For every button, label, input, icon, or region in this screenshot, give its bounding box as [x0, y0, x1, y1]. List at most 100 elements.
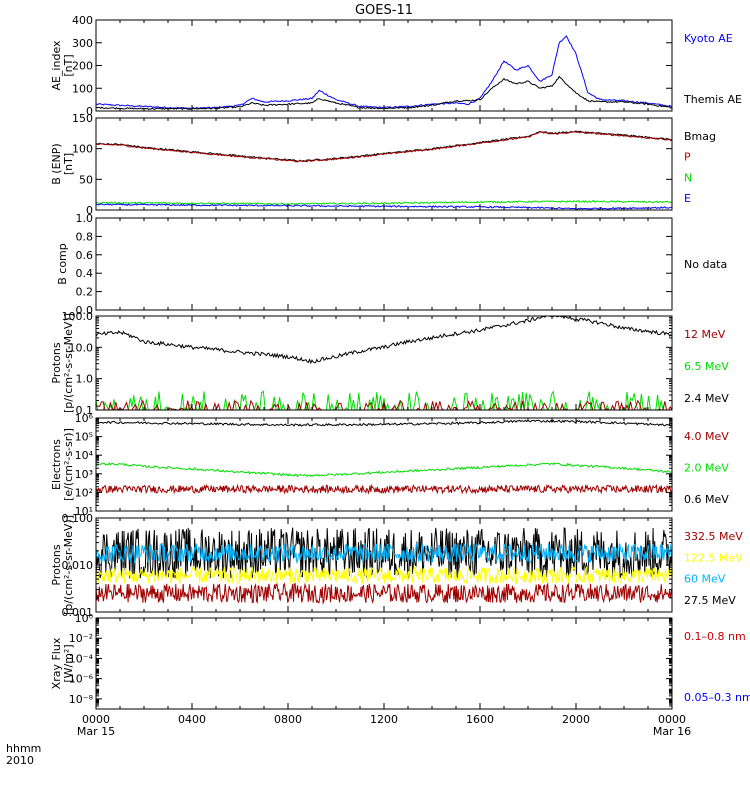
y-axis-label-line: [p/(cm²-s-sr-MeV)] [62, 313, 75, 413]
legend-item: 2.4 MeV [684, 392, 729, 405]
panel-3: 0.0 0.2 0.4 0.6 0.8 1.0 B comp No data [56, 212, 727, 317]
series-p [96, 130, 672, 163]
y-axis-label: B (ENP) [nT] [50, 143, 75, 184]
series-12-mev [96, 316, 672, 365]
y-axis-label-line: [p/(cm²-s-sr-MeV)] [62, 515, 75, 615]
y-tick-label: 100 [72, 82, 93, 95]
legend-item: No data [684, 258, 727, 271]
x-tick-label: 0800 [274, 713, 302, 726]
y-axis-label-line: [W/m²] [62, 644, 75, 682]
panel-5-frame [95, 417, 673, 512]
series-2-0-mev [96, 462, 672, 478]
series-bmag [96, 130, 672, 162]
x-tick-label: 0000 [658, 713, 686, 726]
y-tick-label: 10⁻⁴ [69, 652, 94, 665]
y-tick-label: 10⁵ [75, 431, 93, 444]
y-tick-label: 100.0 [62, 310, 94, 323]
y-axis-label-line: Protons [50, 544, 63, 585]
y-tick-label: 0.0 [76, 304, 94, 317]
y-tick-label: 0 [86, 105, 93, 118]
y-tick-label: 0.001 [62, 606, 94, 619]
y-tick-label: 150 [72, 112, 93, 125]
chart-title: GOES-11 [355, 3, 413, 18]
y-tick-label: 10⁴ [75, 449, 94, 462]
y-tick-label: 0.8 [76, 230, 94, 243]
y-tick-label: 10³ [75, 468, 93, 481]
panel-6-series [96, 527, 672, 605]
legend-item: Themis AE [683, 93, 742, 106]
x-tick-label: 1200 [370, 713, 398, 726]
series-n [96, 200, 672, 206]
y-tick-label: 1.0 [76, 212, 94, 225]
x-tick-label: 1600 [466, 713, 494, 726]
y-axis-label-line: Xray Flux [50, 637, 63, 689]
time-axis-label-year: 2010 [6, 754, 34, 767]
legend-item: P [684, 151, 691, 164]
panel-1: 0 100 200 300 400 AE_index [nT] Kyoto AE Themis … [50, 14, 742, 118]
y-tick-label: 0.010 [62, 559, 94, 572]
x-date-label: Mar 15 [77, 725, 115, 738]
legend-item: 2.0 MeV [684, 462, 729, 475]
panel-2-series [96, 130, 672, 210]
panel-6: 0.001 0.010 0.100 Protons [p/(cm²-s-sr-MeV)]… [50, 512, 743, 619]
y-tick-label: 50 [79, 173, 93, 186]
legend-item: 0.6 MeV [684, 493, 729, 506]
y-tick-label: 200 [72, 60, 93, 73]
y-tick-label: 0.100 [62, 512, 94, 525]
series-27-5-mev [96, 582, 672, 605]
series-60-mev [96, 542, 672, 564]
y-tick-label: 100 [72, 143, 93, 156]
x-tick-label: 2000 [562, 713, 590, 726]
y-tick-label: 10¹ [75, 505, 93, 518]
y-axis-label-line: B comp [56, 243, 69, 285]
y-tick-label: 400 [72, 14, 93, 27]
panel-3-frame [95, 217, 673, 311]
x-tick-label: 0400 [178, 713, 206, 726]
panel-1-frame [95, 19, 673, 112]
y-axis-label-line: B (ENP) [50, 143, 63, 184]
panel-4-series [96, 316, 672, 410]
x-tick-label: 0000 [82, 713, 110, 726]
y-axis-label: Protons [p/(cm²-s-sr-MeV)] [50, 313, 75, 413]
series-4-0-mev [96, 483, 672, 495]
y-tick-label: 0.6 [76, 249, 94, 262]
legend-item: N [684, 171, 692, 184]
y-axis-label-line: Protons [50, 342, 63, 383]
y-axis-label-line: [nT] [62, 54, 75, 76]
legend-item: E [684, 192, 691, 205]
y-axis-label-line: [nT] [62, 153, 75, 175]
legend-item: 60 MeV [684, 573, 726, 586]
legend-item: Kyoto AE [684, 32, 733, 45]
y-tick-label: 0.1 [76, 404, 94, 417]
legend-item: 4.0 MeV [684, 430, 729, 443]
y-axis-label: Electrons [e/(cm²-s-sr)] [50, 428, 75, 501]
y-axis-label-line: Electrons [50, 439, 63, 490]
y-axis-label-line: [e/(cm²-s-sr)] [62, 428, 75, 501]
y-axis-label: Xray Flux [W/m²] [50, 637, 75, 689]
legend-item: 0.1–0.8 nm [684, 630, 746, 643]
y-tick-label: 0.4 [76, 267, 94, 280]
time-axis: hhmm 2010 0000 0400 0800 1200 1600 2000 0000Ma… [6, 713, 691, 767]
panel-1-series [96, 35, 672, 111]
time-axis-label-hhmm: hhmm [6, 742, 41, 755]
panel-7-frame [95, 617, 673, 710]
legend-item: 27.5 MeV [684, 594, 736, 607]
y-tick-label: 10⁻⁶ [69, 673, 94, 686]
y-axis-label-line: AE_index [50, 40, 63, 91]
series-122-5-mev [96, 565, 672, 585]
y-axis-label: AE_index [nT] [50, 40, 75, 91]
y-tick-label: 10⁰ [75, 612, 94, 625]
legend-item: 0.05–0.3 nm [684, 691, 750, 704]
series-themis-ae [96, 75, 672, 111]
legend-item: Bmag [684, 130, 716, 143]
series-kyoto-ae [96, 35, 672, 110]
y-tick-label: 10⁻⁸ [69, 693, 94, 706]
x-date-label: Mar 16 [653, 725, 691, 738]
legend-item: 6.5 MeV [684, 360, 729, 373]
legend-item: 332.5 MeV [684, 530, 743, 543]
y-axis-label: B comp [56, 243, 69, 285]
